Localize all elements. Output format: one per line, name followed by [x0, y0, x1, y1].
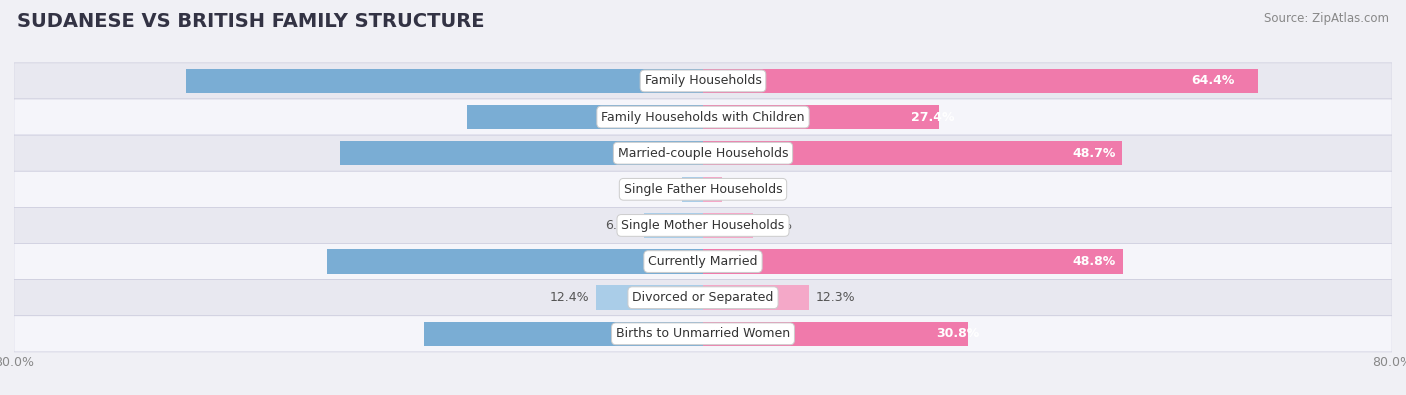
Bar — [340, 141, 703, 166]
Bar — [703, 322, 969, 346]
Bar — [644, 213, 703, 238]
Text: 2.2%: 2.2% — [728, 183, 761, 196]
Text: Divorced or Separated: Divorced or Separated — [633, 291, 773, 304]
Text: Single Father Households: Single Father Households — [624, 183, 782, 196]
Bar — [425, 322, 703, 346]
Text: 32.4%: 32.4% — [669, 327, 713, 340]
Text: 43.7%: 43.7% — [658, 255, 702, 268]
FancyBboxPatch shape — [14, 99, 1392, 135]
Text: 48.8%: 48.8% — [1073, 255, 1116, 268]
Bar — [703, 213, 754, 238]
Bar — [186, 69, 703, 93]
Text: 12.3%: 12.3% — [815, 291, 855, 304]
FancyBboxPatch shape — [14, 207, 1392, 243]
Text: 27.4%: 27.4% — [911, 111, 955, 124]
Text: 80.0%: 80.0% — [1372, 356, 1406, 369]
Text: 2.4%: 2.4% — [644, 183, 675, 196]
Bar — [703, 286, 808, 310]
FancyBboxPatch shape — [14, 63, 1392, 99]
Text: 80.0%: 80.0% — [0, 356, 34, 369]
Text: 5.8%: 5.8% — [759, 219, 792, 232]
Bar — [596, 286, 703, 310]
FancyBboxPatch shape — [14, 135, 1392, 171]
Text: 60.0%: 60.0% — [641, 74, 685, 87]
Text: Currently Married: Currently Married — [648, 255, 758, 268]
Text: 42.1%: 42.1% — [659, 147, 703, 160]
Text: Family Households with Children: Family Households with Children — [602, 111, 804, 124]
Bar — [703, 141, 1122, 166]
Bar — [703, 249, 1123, 274]
Text: SUDANESE VS BRITISH FAMILY STRUCTURE: SUDANESE VS BRITISH FAMILY STRUCTURE — [17, 12, 485, 31]
Text: 27.4%: 27.4% — [675, 111, 718, 124]
FancyBboxPatch shape — [14, 316, 1392, 352]
Text: Births to Unmarried Women: Births to Unmarried Women — [616, 327, 790, 340]
Bar — [703, 69, 1257, 93]
Bar — [703, 105, 939, 129]
Text: Married-couple Households: Married-couple Households — [617, 147, 789, 160]
Bar — [682, 177, 703, 201]
Text: Family Households: Family Households — [644, 74, 762, 87]
Text: 6.9%: 6.9% — [605, 219, 637, 232]
Text: 30.8%: 30.8% — [936, 327, 980, 340]
Bar — [326, 249, 703, 274]
Bar — [703, 177, 721, 201]
Text: 48.7%: 48.7% — [1071, 147, 1115, 160]
FancyBboxPatch shape — [14, 171, 1392, 207]
Text: Source: ZipAtlas.com: Source: ZipAtlas.com — [1264, 12, 1389, 25]
Bar — [467, 105, 703, 129]
FancyBboxPatch shape — [14, 243, 1392, 280]
Text: Single Mother Households: Single Mother Households — [621, 219, 785, 232]
FancyBboxPatch shape — [14, 280, 1392, 316]
Text: 12.4%: 12.4% — [550, 291, 589, 304]
Text: 64.4%: 64.4% — [1191, 74, 1234, 87]
